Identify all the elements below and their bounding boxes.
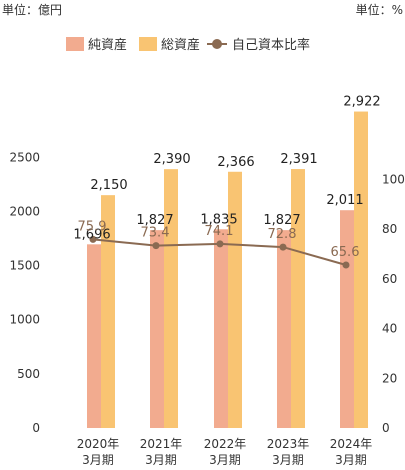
x-tick-label-period: 3月期 <box>82 453 114 467</box>
right-axis-tick: 60 <box>382 272 397 286</box>
right-axis: 0 20 40 60 80 100 <box>382 173 405 436</box>
label-total-assets: 2,366 <box>217 155 254 170</box>
legend-label-equity-ratio: 自己資本比率 <box>232 37 310 53</box>
label-total-assets: 2,150 <box>90 178 127 193</box>
right-axis-tick: 40 <box>382 322 397 336</box>
line-series <box>89 235 350 269</box>
equity-ratio-point <box>279 243 287 251</box>
bar-net-assets <box>87 244 101 428</box>
right-axis-tick: 100 <box>382 173 405 187</box>
label-net-assets: 2,011 <box>326 193 363 208</box>
left-axis-unit: 単位：億円 <box>2 2 62 17</box>
label-equity-ratio: 65.6 <box>331 245 360 260</box>
label-total-assets: 2,391 <box>280 152 317 167</box>
left-axis-tick: 2500 <box>9 150 40 164</box>
equity-ratio-point <box>216 240 224 248</box>
bar-total-assets <box>164 169 178 428</box>
legend-label-net-assets: 純資産 <box>88 37 127 53</box>
right-axis-tick: 80 <box>382 222 397 236</box>
left-axis: 0 500 1000 1500 2000 2500 <box>9 150 40 435</box>
bar-total-assets <box>291 169 305 429</box>
bar-total-assets <box>101 195 115 428</box>
right-axis-unit: 単位：% <box>356 2 403 17</box>
label-net-assets: 1,835 <box>200 212 237 227</box>
value-labels: 1,696 2,150 1,827 2,390 1,835 2,366 1,827 2,391… <box>73 95 380 260</box>
label-total-assets: 2,922 <box>343 95 380 110</box>
equity-ratio-point <box>342 261 350 269</box>
label-equity-ratio: 75.9 <box>78 219 107 234</box>
label-equity-ratio: 73.4 <box>141 226 170 241</box>
bar-net-assets <box>340 210 354 428</box>
left-axis-tick: 500 <box>17 367 40 381</box>
legend-swatch-net-assets <box>66 37 84 51</box>
left-axis-tick: 1500 <box>9 259 40 273</box>
label-equity-ratio: 72.8 <box>268 227 297 242</box>
equity-ratio-point <box>152 242 160 250</box>
bar-net-assets <box>214 229 228 428</box>
x-tick-label-period: 3月期 <box>335 453 367 467</box>
label-net-assets: 1,827 <box>263 213 300 228</box>
label-equity-ratio: 74.1 <box>205 224 234 239</box>
x-tick-label-year: 2024年 <box>330 437 373 451</box>
x-tick-label-period: 3月期 <box>272 453 304 467</box>
x-tick-label-year: 2020年 <box>77 437 120 451</box>
left-axis-tick: 2000 <box>9 204 40 218</box>
bar-net-assets <box>277 230 291 428</box>
x-tick-label-year: 2021年 <box>140 437 183 451</box>
legend-swatch-total-assets <box>139 37 157 51</box>
equity-ratio-point <box>89 235 97 243</box>
left-axis-tick: 0 <box>32 421 40 435</box>
label-net-assets: 1,827 <box>136 213 173 228</box>
right-axis-tick: 20 <box>382 371 397 385</box>
label-total-assets: 2,390 <box>153 152 190 167</box>
bar-series <box>87 111 368 429</box>
x-axis: 2020年 3月期 2021年 3月期 2022年 3月期 2023年 3月期 2024年 3月期 <box>77 437 373 467</box>
x-tick-label-year: 2022年 <box>204 437 247 451</box>
x-tick-label-period: 3月期 <box>145 453 177 467</box>
right-axis-tick: 0 <box>382 421 390 435</box>
x-tick-label-year: 2023年 <box>267 437 310 451</box>
legend-label-total-assets: 総資産 <box>161 37 200 53</box>
bar-total-assets <box>228 171 242 428</box>
left-axis-tick: 1000 <box>9 313 40 327</box>
bar-net-assets <box>150 230 164 428</box>
x-tick-label-period: 3月期 <box>209 453 241 467</box>
legend-swatch-equity-ratio-marker <box>212 39 222 49</box>
label-net-assets: 1,696 <box>73 227 110 242</box>
bar-total-assets <box>354 111 368 429</box>
legend: 純資産 総資産 自己資本比率 <box>66 37 310 53</box>
